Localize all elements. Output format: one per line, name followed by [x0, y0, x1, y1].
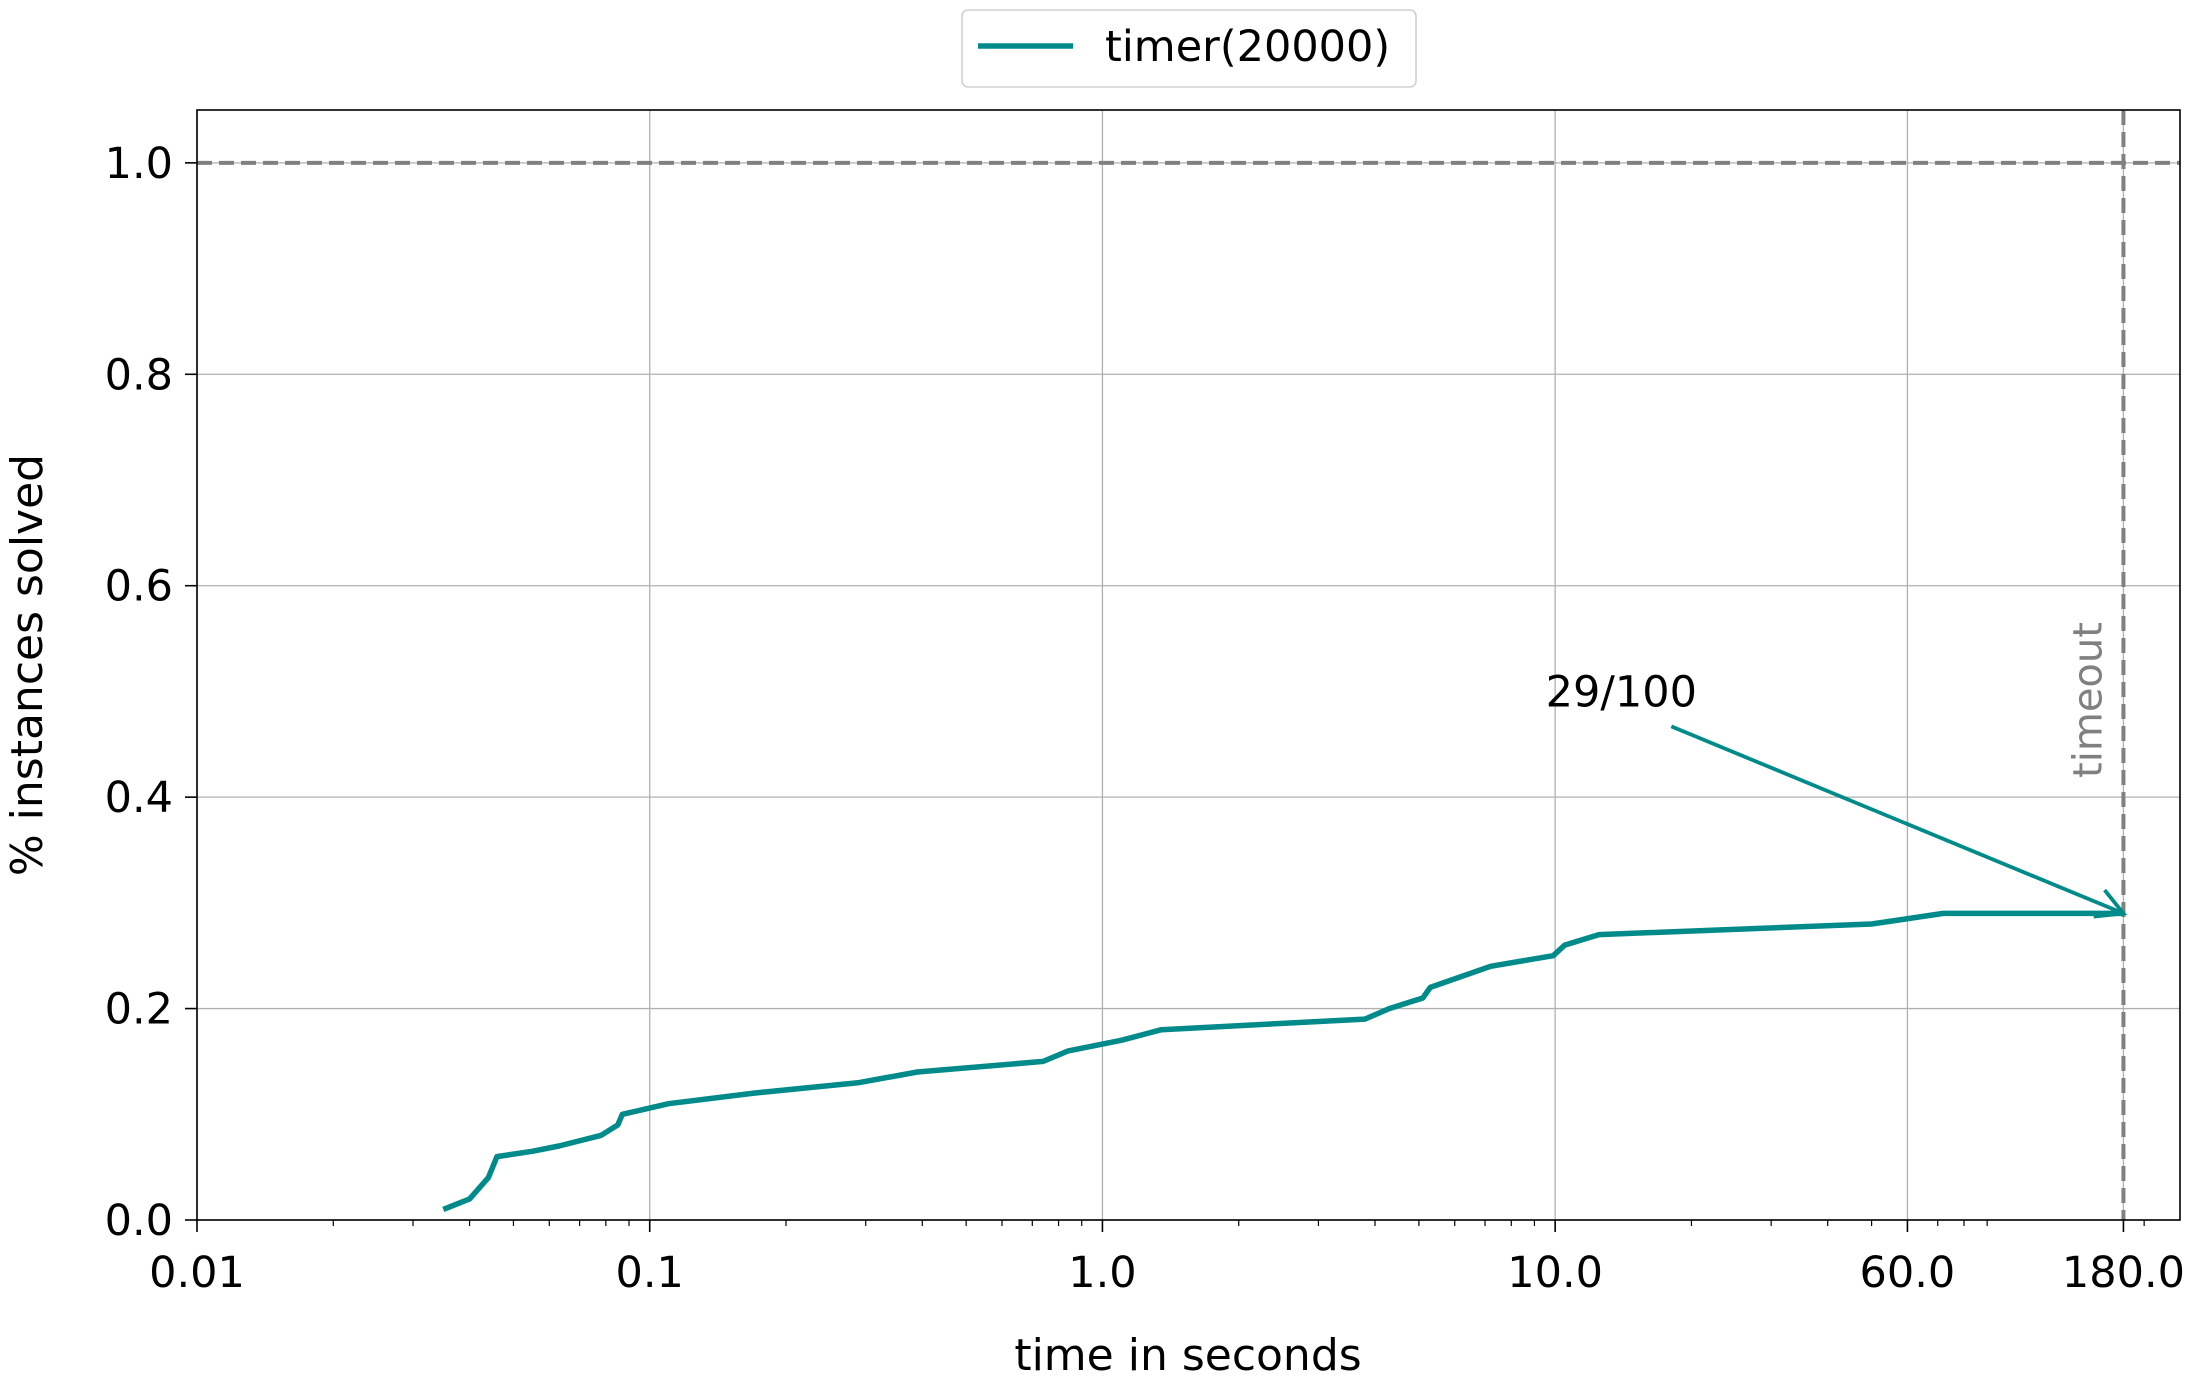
x-tick-label: 0.01: [149, 1248, 245, 1298]
timeout-label: timeout: [2065, 622, 2111, 778]
plot-frame: [196, 109, 2181, 1221]
y-tick-label: 0.8: [105, 350, 173, 400]
annotation-arrow-shaft: [1670, 724, 2125, 916]
x-tick-label: 180.0: [2062, 1248, 2185, 1298]
y-axis-title: % instances solved: [2, 454, 53, 876]
y-tick-label: 1.0: [105, 139, 173, 189]
grid-lines: [196, 110, 2180, 1221]
annotations: timeout 29/100: [1546, 622, 2128, 919]
x-tick-label: 60.0: [1860, 1248, 1956, 1298]
series-layer: [442, 910, 2124, 1212]
legend-box: [961, 9, 1417, 88]
annotation-label: 29/100: [1546, 667, 1697, 717]
y-tick-label: 0.0: [105, 1196, 173, 1246]
axis-ticks: [185, 162, 2145, 1232]
y-tick-label: 0.2: [105, 985, 173, 1035]
legend: timer(20000): [961, 9, 1417, 88]
series-line-0: [442, 910, 2124, 1212]
x-tick-label: 1.0: [1068, 1248, 1136, 1298]
tick-labels: 0.01 0.1 1.0 10.0 60.0 180.0 0.0 0.2 0.4 0.6 0.8 1.…: [105, 139, 2185, 1298]
y-tick-label: 0.4: [105, 773, 173, 823]
reference-lines: [197, 110, 2180, 1220]
y-tick-label: 0.6: [105, 562, 173, 612]
x-axis-title: time in seconds: [1014, 1330, 1361, 1381]
annotation-arrow-head: [2093, 888, 2128, 919]
x-tick-label: 0.1: [616, 1248, 684, 1298]
legend-label: timer(20000): [1105, 22, 1390, 72]
x-tick-label: 10.0: [1507, 1248, 1603, 1298]
